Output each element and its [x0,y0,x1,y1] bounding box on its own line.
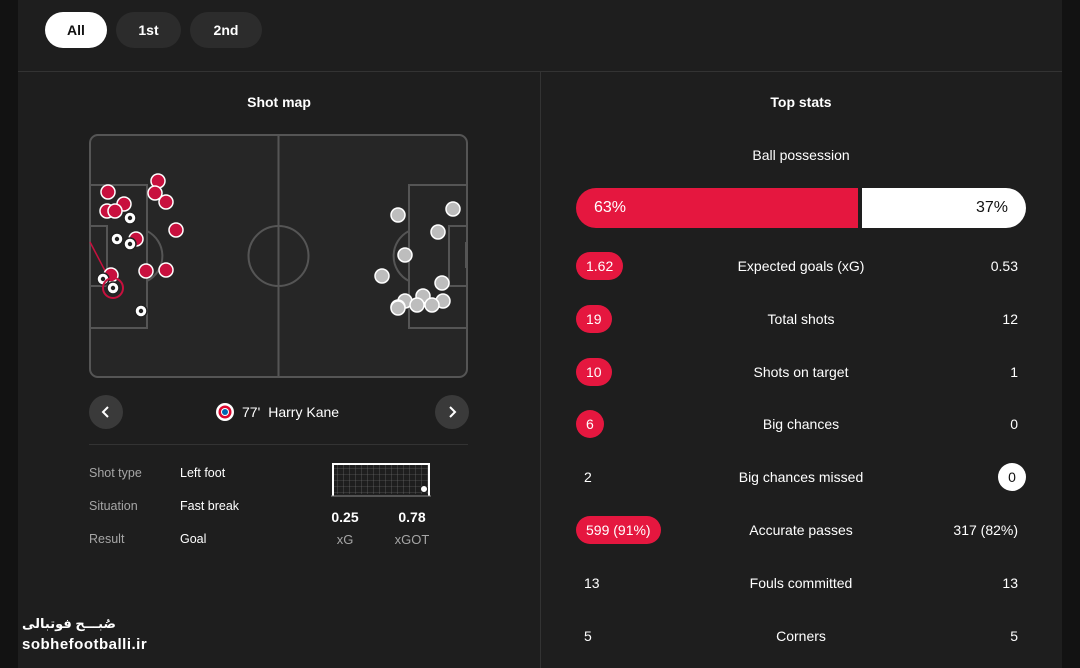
shot-map-pitch [89,134,468,378]
stat-home-value: 10 [576,358,612,386]
stat-away-value: 0.53 [990,258,1018,274]
stat-home-value: 599 (91%) [576,516,661,544]
situation-label: Situation [89,499,138,513]
shot-minute: 77' [242,404,261,420]
shot-player-name: Harry Kane [268,404,340,420]
stat-away-value: 1 [1010,364,1018,380]
shot-marker[interactable] [409,297,425,313]
match-stats-card: All 1st 2nd Shot map [18,0,1062,668]
column-divider [540,72,541,668]
period-tabs: All 1st 2nd [18,0,1062,72]
tab-2nd[interactable]: 2nd [190,12,262,48]
stat-away-value: 5 [1010,628,1018,644]
shot-type-value: Left foot [180,466,226,480]
result-label: Result [89,532,125,546]
selected-shot-ring [102,277,124,299]
stat-label: Corners [776,628,826,644]
shot-marker[interactable] [100,184,116,200]
shot-marker[interactable] [107,203,123,219]
shot-marker[interactable] [390,207,406,223]
stat-label: Big chances missed [738,469,864,485]
football-icon [110,285,116,291]
goal-frame-icon [331,463,431,497]
shot-map-title: Shot map [247,94,311,110]
stat-away-value: 0 [1010,416,1018,432]
stat-label: Big chances [762,416,840,432]
shot-marker[interactable] [374,268,390,284]
shot-marker[interactable] [158,194,174,210]
possession-bar: 63% 37% [576,188,1026,228]
stat-home-value: 6 [576,410,604,438]
possession-away: 37% [862,188,1026,228]
football-icon [114,236,120,242]
stat-home-value: 5 [584,628,592,644]
shot-marker[interactable] [390,300,406,316]
stat-label: Total shots [767,311,835,327]
bayern-badge-icon [216,403,234,421]
shot-marker[interactable] [138,263,154,279]
possession-label: Ball possession [752,147,850,163]
stat-home-value: 19 [576,305,612,333]
shot-marker[interactable] [434,275,450,291]
stat-home-value: 13 [584,575,600,591]
xg-value: 0.25 [331,509,359,525]
shot-marker[interactable] [147,185,163,201]
stat-away-value: 0 [998,463,1026,491]
stat-away-value: 317 (82%) [953,522,1018,538]
tab-1st[interactable]: 1st [116,12,181,48]
chevron-right-icon [449,406,457,418]
shot-type-label: Shot type [89,466,142,480]
stat-row: 19 Total shots 12 [576,305,1026,333]
stat-row: 6 Big chances 0 [576,410,1026,438]
stat-row: 10 Shots on target 1 [576,358,1026,386]
stat-away-value: 12 [1002,311,1018,327]
stat-label: Shots on target [753,364,849,380]
next-shot-button[interactable] [435,395,469,429]
shot-marker[interactable] [445,201,461,217]
stat-row: 599 (91%) Accurate passes 317 (82%) [576,516,1026,544]
chevron-left-icon [101,406,109,418]
separator [89,444,468,445]
shot-marker[interactable] [430,224,446,240]
xgot-label: xGOT [394,532,430,547]
stat-away-value: 13 [1002,575,1018,591]
football-icon [127,215,133,221]
watermark-persian: صُبـــح فوتبالی [22,616,116,631]
selected-shot-player: 77' Harry Kane [216,400,339,424]
stat-home-value: 1.62 [576,252,624,280]
situation-value: Fast break [180,499,240,513]
top-stats-title: Top stats [770,94,832,110]
football-icon [138,308,144,314]
watermark-site: sobhefootballi.ir [22,636,148,653]
stat-row: 13 Fouls committed 13 [576,569,1026,597]
stat-label: Expected goals (xG) [737,258,865,274]
shot-marker[interactable] [424,297,440,313]
stat-home-value: 2 [584,469,592,485]
possession-home: 63% [576,188,858,228]
stat-row: 1.62 Expected goals (xG) 0.53 [576,252,1026,280]
football-icon [127,241,133,247]
prev-shot-button[interactable] [89,395,123,429]
football-icon [100,276,106,282]
xg-label: xG [336,532,354,547]
shot-marker[interactable] [158,262,174,278]
result-value: Goal [180,532,207,546]
stat-label: Fouls committed [749,575,853,591]
stat-row: 5 Corners 5 [576,622,1026,650]
shot-marker[interactable] [168,222,184,238]
shot-marker[interactable] [397,247,413,263]
stat-row: 2 Big chances missed 0 [576,463,1026,491]
xgot-value: 0.78 [398,509,426,525]
tab-all[interactable]: All [45,12,107,48]
